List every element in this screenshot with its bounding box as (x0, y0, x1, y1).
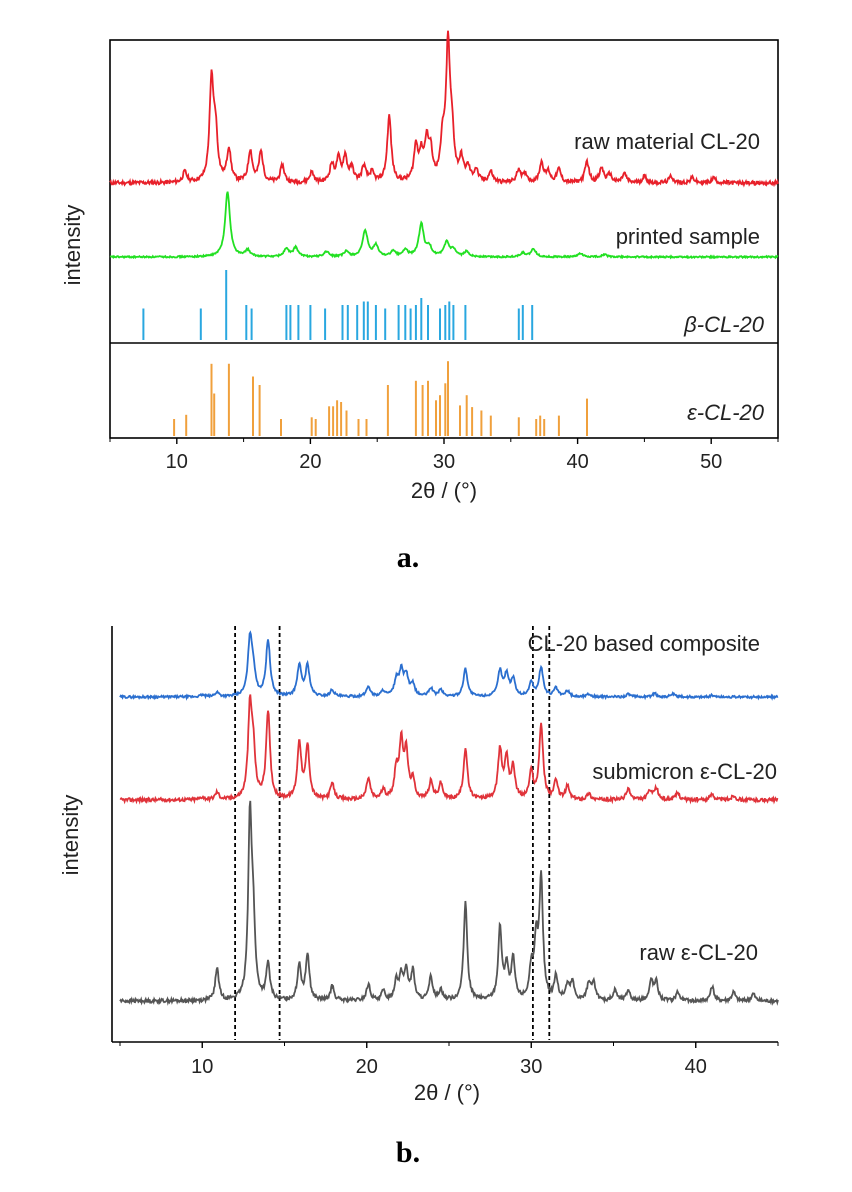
x-tick-label: 30 (520, 1056, 542, 1078)
panel-b-letter: b. (396, 1136, 420, 1169)
x-tick-label: 50 (700, 451, 722, 473)
series-line-cl-20-based-composite (119, 630, 779, 701)
series-label-raw-material: raw material CL-20 (574, 129, 760, 154)
panel-a-y-axis-title: intensity (60, 205, 85, 286)
x-tick-label: 10 (166, 451, 188, 473)
x-tick-label: 40 (566, 451, 588, 473)
x-tick-label: 20 (356, 1056, 378, 1078)
panel-a-series-group (109, 30, 779, 436)
x-tick-label: 30 (433, 451, 455, 473)
panel-b-x-ticks: 10 20 30 40 (119, 1042, 779, 1078)
x-tick-label: 20 (299, 451, 321, 473)
ref-label-epsilon: ε-CL-20 (687, 400, 765, 425)
series-line-raw-material-cl-20 (109, 30, 779, 188)
panel-a: 10 20 30 40 50 raw material CL-20 printed sa… (60, 30, 779, 574)
series-line-raw-cl-20 (119, 800, 779, 1006)
series-line-printed-sample (109, 191, 779, 260)
panel-b-dashed-markers (234, 626, 551, 1040)
series-label-printed-sample: printed sample (616, 224, 760, 249)
panel-b-series-group (119, 630, 779, 1006)
panel-b-x-axis-title: 2θ / (°) (414, 1080, 480, 1105)
panel-b: 10 20 30 40 CL-20 based composite submicron… (58, 626, 779, 1169)
panel-a-x-axis-title: 2θ / (°) (411, 478, 477, 503)
series-label-composite-line1: CL-20 based composite (528, 631, 760, 656)
panel-b-y-axis-title: intensity (58, 795, 83, 876)
x-tick-label: 40 (685, 1056, 707, 1078)
ref-label-beta: β-CL-20 (683, 312, 765, 337)
series-line-submicron-cl-20 (119, 694, 779, 805)
series-label-raw-epsilon: raw ε-CL-20 (639, 940, 758, 965)
x-tick-label: 10 (191, 1056, 213, 1078)
panel-a-x-ticks: 10 20 30 40 50 (109, 438, 779, 473)
series-label-submicron: submicron ε-CL-20 (592, 759, 777, 784)
panel-a-letter: a. (397, 541, 420, 574)
